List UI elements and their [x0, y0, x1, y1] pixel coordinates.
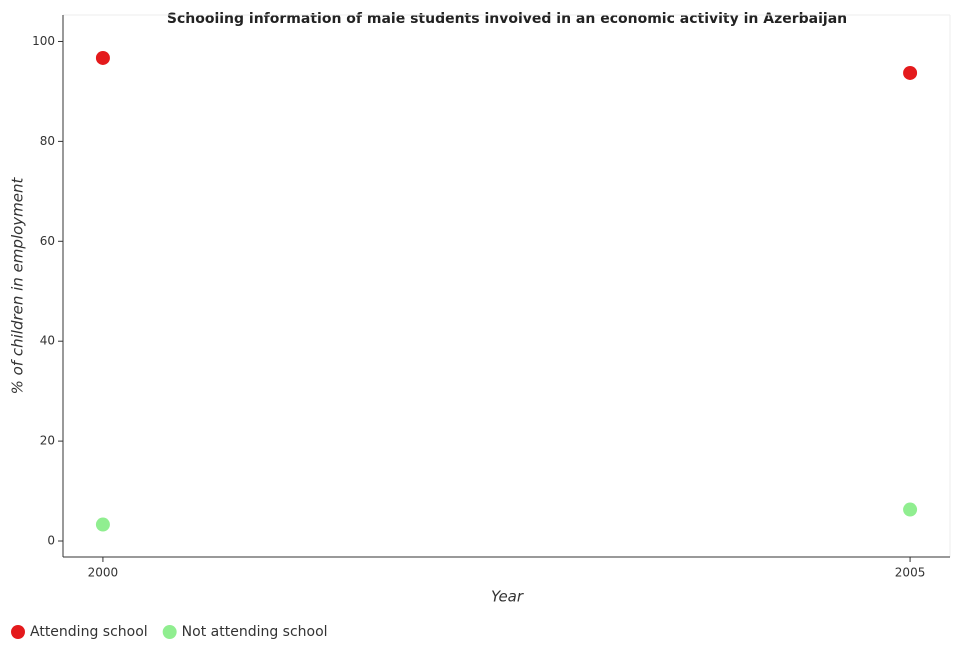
chart-title: Schooling information of male students i…	[167, 11, 847, 27]
y-axis-label: % of children in employment	[9, 176, 27, 394]
x-tick-label: 2000	[88, 566, 119, 580]
y-tick-label: 100	[32, 34, 55, 48]
legend-marker	[11, 625, 25, 639]
y-tick-label: 80	[40, 134, 55, 148]
y-tick-label: 20	[40, 434, 55, 448]
legend-marker	[162, 625, 177, 639]
x-tick-label: 2005	[895, 566, 926, 580]
y-tick-label: 60	[40, 234, 55, 248]
legend-label: Not attending school	[182, 624, 328, 640]
point	[903, 502, 918, 517]
y-tick-label: 0	[47, 534, 55, 548]
point	[95, 50, 110, 65]
point	[95, 517, 110, 532]
point	[903, 65, 918, 80]
legend-label: Attending school	[30, 624, 148, 640]
y-tick-label: 40	[40, 334, 55, 348]
x-axis-label: Year	[491, 588, 524, 606]
